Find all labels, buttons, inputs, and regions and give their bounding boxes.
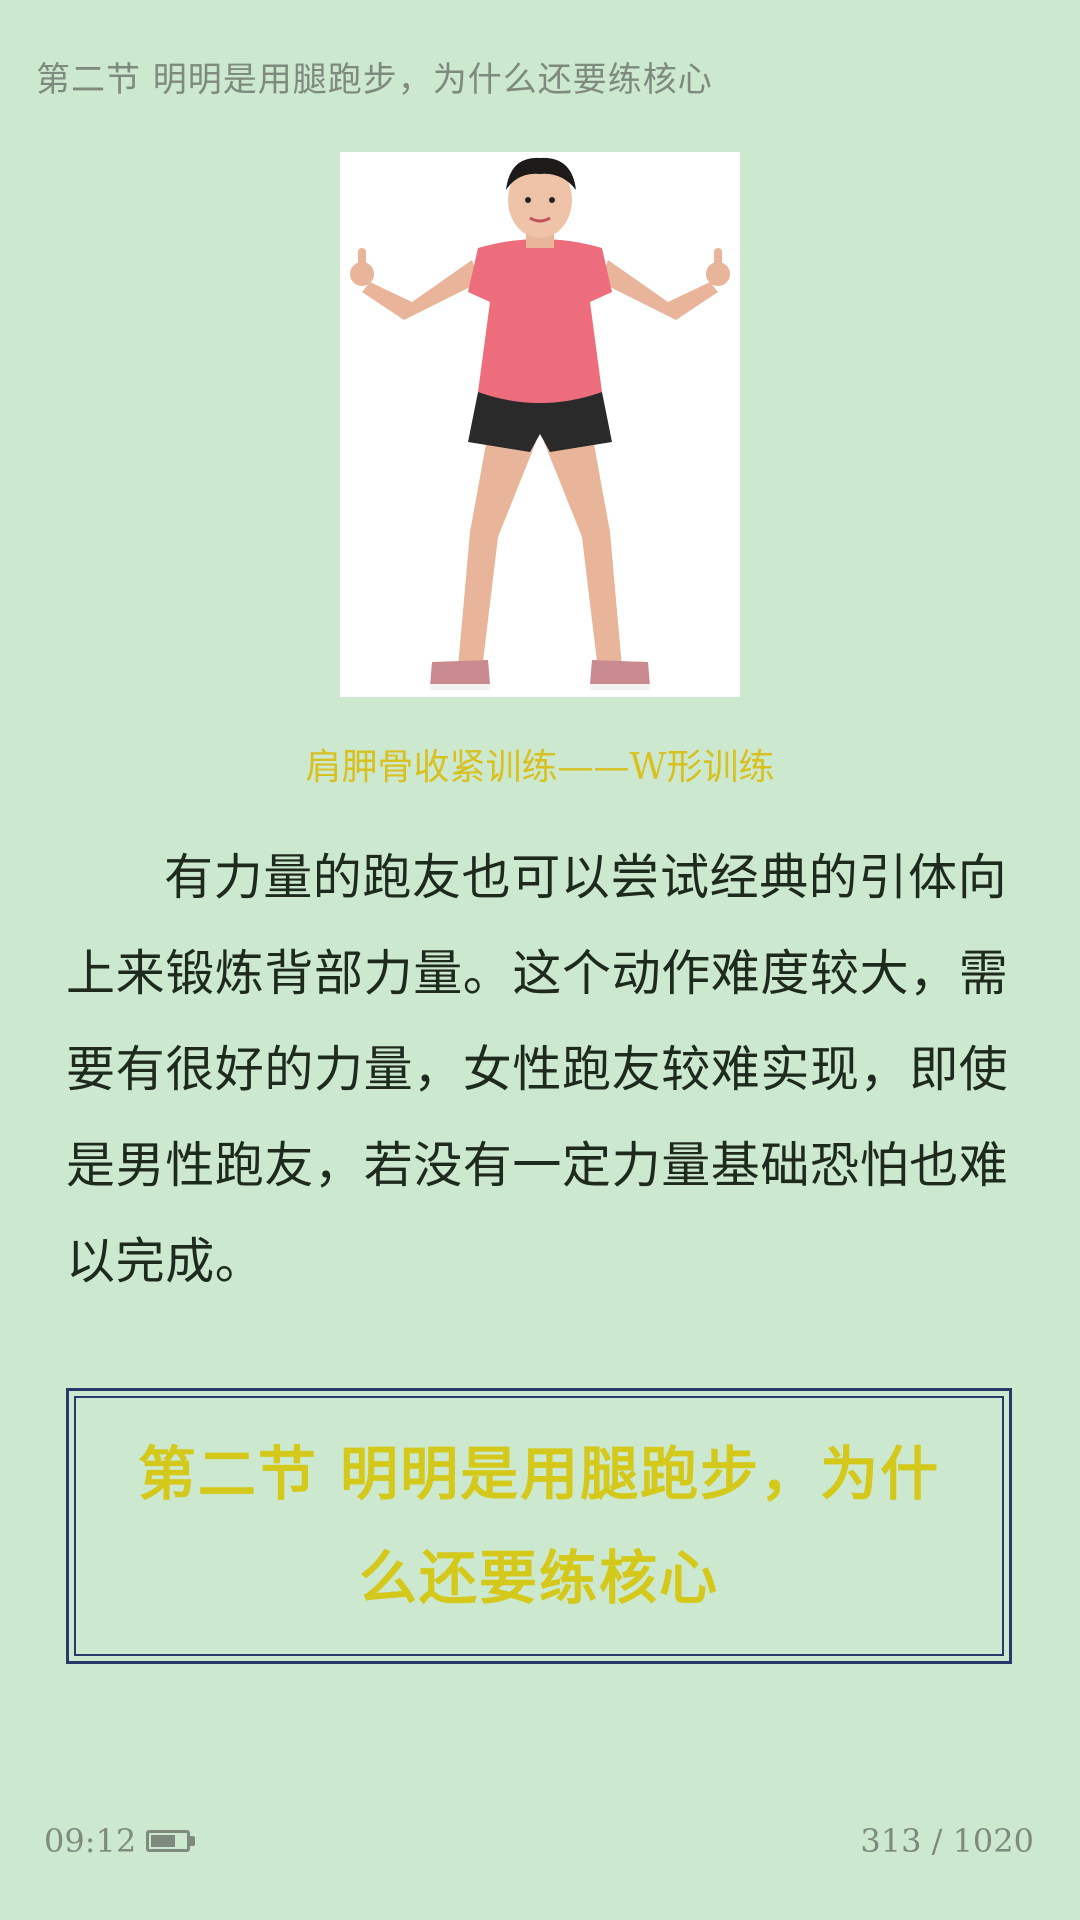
body-paragraph: 有力量的跑友也可以尝试经典的引体向上来锻炼背部力量。这个动作难度较大，需要有很好… [66,849,1009,1290]
running-header: 第二节 明明是用腿跑步，为什么还要练核心 [36,60,713,100]
exercise-illustration [340,152,740,697]
section-title: 第二节 明明是用腿跑步，为什么还要练核心 [137,1440,941,1612]
battery-tip-icon [190,1836,195,1846]
clock-time: 09:12 [44,1822,137,1860]
battery-icon [146,1830,190,1852]
woman-w-pose-image [340,152,740,697]
battery-level-fill [151,1835,175,1847]
section-heading-inner-frame: 第二节 明明是用腿跑步，为什么还要练核心 [74,1396,1004,1656]
page-counter: 313 / 1020 [860,1822,1034,1860]
section-heading-box: 第二节 明明是用腿跑步，为什么还要练核心 [66,1388,1012,1664]
figure-caption: 肩胛骨收紧训练——W形训练 [305,747,775,788]
